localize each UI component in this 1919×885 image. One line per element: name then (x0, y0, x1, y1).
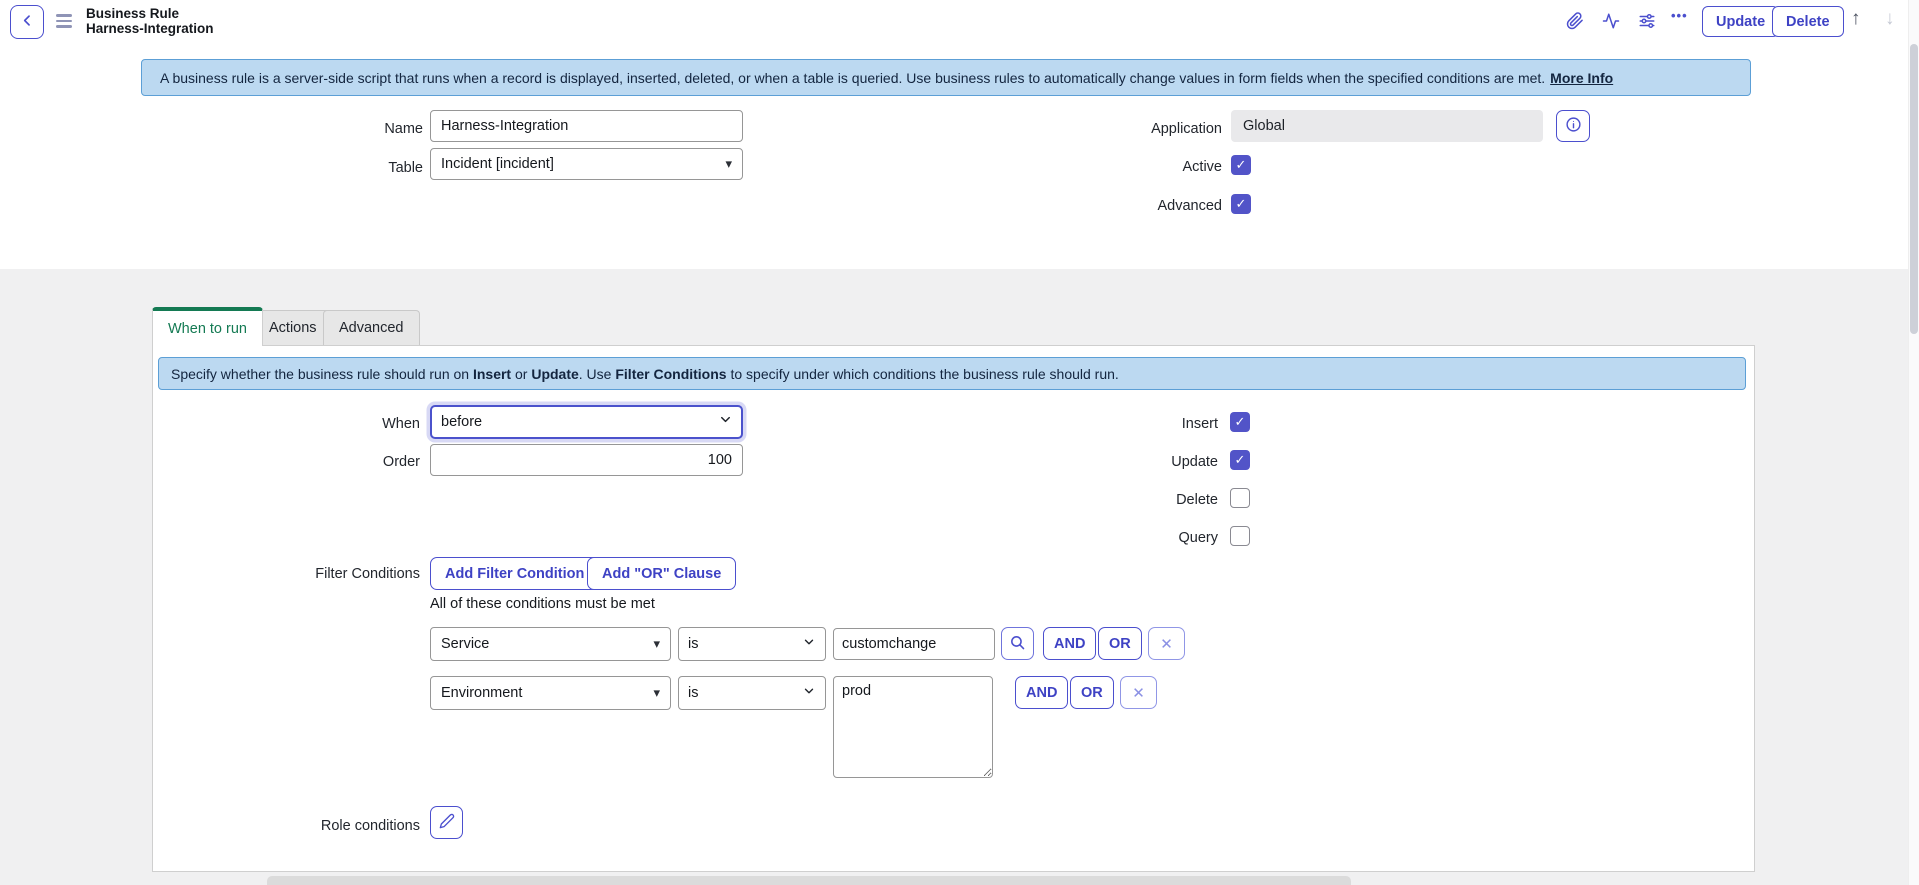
application-info-button[interactable] (1556, 110, 1590, 142)
filter-conditions-label: Filter Conditions (315, 566, 420, 582)
edit-role-conditions-button[interactable] (430, 806, 463, 839)
check-icon: ✓ (1234, 452, 1246, 467)
update-checkbox[interactable]: ✓ (1230, 450, 1250, 470)
advanced-label: Advanced (1157, 198, 1223, 214)
add-filter-condition-button[interactable]: Add Filter Condition (430, 557, 600, 590)
context-menu-icon[interactable] (56, 14, 72, 28)
and-button[interactable]: AND (1015, 676, 1069, 709)
condition-operator-select[interactable]: is (678, 627, 826, 661)
delete-button[interactable]: Delete (1772, 6, 1844, 37)
table-select-value: Incident [incident] (441, 156, 554, 172)
remove-condition-button[interactable]: ✕ (1148, 627, 1185, 660)
delete-checkbox[interactable]: ✓ (1230, 488, 1250, 508)
tab-advanced[interactable]: Advanced (323, 310, 420, 345)
advanced-checkbox[interactable]: ✓ (1231, 194, 1251, 214)
check-icon: ✓ (1235, 196, 1247, 211)
reference-lookup-button[interactable] (1001, 627, 1034, 660)
scrollbar-thumb[interactable] (1910, 44, 1918, 334)
name-label: Name (384, 121, 423, 137)
chevron-left-icon (20, 13, 35, 31)
remove-condition-button[interactable]: ✕ (1120, 676, 1157, 709)
order-label: Order (382, 454, 420, 470)
condition-field-select[interactable]: Environment ▾ (430, 676, 671, 710)
role-conditions-label: Role conditions (320, 818, 420, 834)
or-button[interactable]: OR (1098, 627, 1142, 660)
insert-checkbox[interactable]: ✓ (1230, 412, 1250, 432)
close-icon: ✕ (1132, 684, 1145, 702)
search-icon (1009, 634, 1026, 654)
add-or-clause-button[interactable]: Add "OR" Clause (587, 557, 737, 590)
update-button[interactable]: Update (1702, 6, 1780, 37)
condition-field-select[interactable]: Service ▾ (430, 627, 671, 661)
delete-label: Delete (1176, 492, 1218, 508)
active-label: Active (1182, 159, 1223, 175)
caret-down-icon: ▾ (653, 636, 660, 651)
header: Business Rule Harness-Integration ••• Up… (0, 0, 1919, 44)
condition-operator-select[interactable]: is (678, 676, 826, 710)
next-section-edge (267, 876, 1351, 885)
tab-when-to-run[interactable]: When to run (152, 307, 263, 346)
back-button[interactable] (10, 5, 44, 39)
more-options-icon[interactable]: ••• (1671, 8, 1688, 23)
page-title: Business Rule Harness-Integration (86, 6, 214, 36)
and-button[interactable]: AND (1043, 627, 1097, 660)
insert-label: Insert (1181, 416, 1218, 432)
run-info-banner: Specify whether the business rule should… (158, 357, 1746, 390)
info-banner-text: A business rule is a server-side script … (160, 69, 1546, 86)
query-checkbox[interactable]: ✓ (1230, 526, 1250, 546)
more-info-link[interactable]: More Info (1550, 69, 1614, 86)
caret-down-icon: ▾ (725, 156, 732, 171)
caret-down-icon: ▾ (653, 685, 660, 700)
application-value: Global (1243, 118, 1285, 134)
condition-field-value: Service (441, 636, 490, 652)
table-label: Table (388, 160, 423, 176)
close-icon: ✕ (1160, 635, 1173, 653)
check-icon: ✓ (1234, 414, 1246, 429)
record-type-label: Business Rule (86, 6, 180, 21)
condition-value-input[interactable] (833, 628, 995, 660)
application-readonly-input: Global (1231, 110, 1543, 142)
match-all-text: All of these conditions must be met (430, 596, 655, 612)
condition-value-textarea[interactable]: prod (833, 676, 993, 778)
update-label: Update (1171, 454, 1218, 470)
activity-stream-icon[interactable] (1601, 11, 1621, 31)
info-banner: A business rule is a server-side script … (141, 59, 1751, 96)
page-scrollbar[interactable] (1908, 0, 1919, 885)
when-select[interactable]: before (430, 405, 743, 439)
name-input[interactable] (430, 110, 743, 142)
run-banner-text: Specify whether the business rule should… (171, 365, 1119, 382)
order-input[interactable] (430, 444, 743, 476)
previous-record-icon[interactable]: ↑ (1851, 8, 1861, 29)
when-to-run-panel (152, 345, 1755, 872)
application-label: Application (1151, 121, 1222, 137)
pencil-icon (439, 813, 455, 832)
record-name-label: Harness-Integration (86, 21, 214, 36)
query-label: Query (1178, 530, 1219, 546)
attachment-icon[interactable] (1565, 11, 1585, 31)
personalize-form-icon[interactable] (1637, 11, 1657, 31)
check-icon: ✓ (1235, 157, 1247, 172)
when-label: When (382, 416, 420, 432)
next-record-icon: ↓ (1885, 8, 1895, 29)
tab-actions[interactable]: Actions (253, 310, 333, 345)
table-select[interactable]: Incident [incident] ▾ (430, 148, 743, 180)
condition-field-value: Environment (441, 685, 523, 701)
info-icon (1565, 116, 1582, 136)
active-checkbox[interactable]: ✓ (1231, 155, 1251, 175)
or-button[interactable]: OR (1070, 676, 1114, 709)
